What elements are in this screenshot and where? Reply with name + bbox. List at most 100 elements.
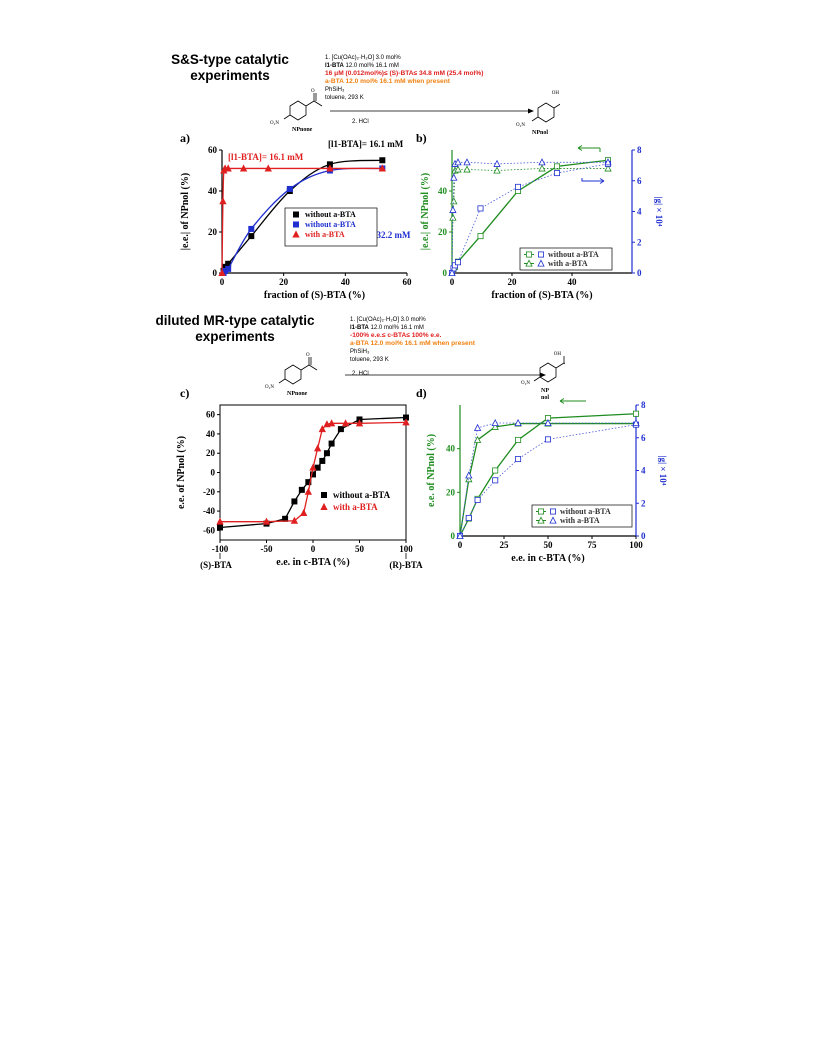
legend-label: with a-BTA xyxy=(333,502,378,512)
legend-marker xyxy=(538,251,545,258)
condition-line: PhSiH₃ xyxy=(325,87,345,93)
y2-tick-label: 6 xyxy=(637,176,642,186)
arrow-left-axis xyxy=(577,145,601,152)
x-tick-label: 40 xyxy=(341,277,351,287)
data-point xyxy=(224,164,232,172)
section-title-line: experiments xyxy=(190,68,270,83)
data-point xyxy=(477,205,484,212)
legend-marker xyxy=(320,492,327,499)
legend-marker xyxy=(292,230,300,238)
x-axis-label: e.e. in c-BTA (%) xyxy=(511,553,584,564)
x-tick-label: -100 xyxy=(212,544,229,554)
panel-label: c) xyxy=(180,386,189,400)
x-tick-label: 25 xyxy=(500,540,510,550)
data-point xyxy=(477,233,484,240)
annotation-red: [l1-BTA]= 16.1 mM xyxy=(228,152,304,162)
condition-line: a-BTA 12.0 mol% 16.1 mM when present xyxy=(325,78,450,85)
condition-line: 16 μM (0.012mol%)≤ (S)-BTA≤ 34.8 mM (25.… xyxy=(325,70,484,77)
conditions-mr: 1. [Cu(OAc)₂·H₂O] 3.0 mol% l1-BTA 12.0 m… xyxy=(350,316,475,364)
x-tick-label: 0 xyxy=(311,544,316,554)
data-point xyxy=(632,418,640,427)
y-tick-label: 0 xyxy=(443,268,448,278)
y-tick-label: 0 xyxy=(451,531,456,541)
y-tick-label: 20 xyxy=(208,227,218,237)
x-axis-label: fraction of (S)-BTA (%) xyxy=(264,290,365,301)
data-point xyxy=(493,166,501,174)
y-axis-label: e.e. of NPnol (%) xyxy=(176,436,187,509)
data-point xyxy=(328,440,335,447)
legend-marker xyxy=(293,211,300,218)
chart-b: b) 0 20 40 0 20 40 0 2 4 6 8 |g| × 10⁴ fraction of (S… xyxy=(416,131,664,301)
x-tick-label: 0 xyxy=(458,540,463,550)
atom-label: O₂N xyxy=(270,121,279,126)
x-tick-label: 60 xyxy=(403,277,413,287)
data-point xyxy=(326,164,334,172)
data-point xyxy=(355,419,364,427)
condition-line: PhSiH₃ xyxy=(350,349,370,355)
condition-line: toluene, 293 K xyxy=(325,95,364,101)
molecule-label-npnone: NPnone xyxy=(287,391,308,397)
y2-tick-label: 2 xyxy=(637,237,642,247)
y2-tick-label: 6 xyxy=(641,433,646,443)
y-tick-label: 60 xyxy=(206,410,216,420)
y2-tick-label: 0 xyxy=(641,531,646,541)
data-point xyxy=(492,477,499,484)
data-point xyxy=(290,516,299,524)
y2-tick-label: 4 xyxy=(637,207,642,217)
y-tick-label: -60 xyxy=(203,525,215,535)
data-point xyxy=(337,426,344,433)
y-tick-label: 0 xyxy=(211,468,216,478)
data-point xyxy=(323,450,330,457)
data-point xyxy=(219,197,227,205)
legend-box xyxy=(531,504,633,528)
data-point xyxy=(454,158,462,166)
data-point xyxy=(456,531,464,540)
annotation-black: [l1-BTA]= 16.1 mM xyxy=(328,139,404,149)
data-point xyxy=(449,205,457,213)
x-tick-label: 50 xyxy=(544,540,554,550)
x-axis-label: fraction of (S)-BTA (%) xyxy=(491,290,592,301)
y-axis-label: |e.e.| of NPnol (%) xyxy=(180,173,191,250)
data-point xyxy=(632,410,639,417)
data-point xyxy=(309,463,317,471)
y-tick-label: -20 xyxy=(203,487,215,497)
condition-hcl: 2. HCl xyxy=(352,119,369,125)
data-point xyxy=(465,514,472,521)
condition-line: 1. [Cu(OAc)₂·H₂O] 3.0 mol% xyxy=(325,55,401,61)
condition-line: toluene, 293 K xyxy=(350,357,389,363)
y-tick-label: 0 xyxy=(213,268,218,278)
x-tick-label: 100 xyxy=(629,540,643,550)
section-title-line: S&S-type catalytic xyxy=(171,52,289,67)
data-point xyxy=(327,419,336,427)
data-point xyxy=(450,173,458,181)
atom-label: O xyxy=(306,353,310,358)
data-point xyxy=(463,165,471,173)
condition-line: 12.0 mol% 16.1 mM xyxy=(343,63,399,69)
chart-a: a) 0 20 40 60 0 20 40 60 fraction of (S)-BTA (%) |… xyxy=(180,131,413,301)
atom-label: OH xyxy=(554,352,562,357)
legend-label: with a-BTA xyxy=(560,516,600,525)
x-tick-label: 20 xyxy=(508,277,518,287)
y2-tick-label: 8 xyxy=(637,145,642,155)
data-point xyxy=(225,265,232,272)
data-point xyxy=(544,418,552,427)
section-title-ss: S&S-type catalytic experiments xyxy=(155,52,305,84)
panel-label: a) xyxy=(180,131,190,145)
x-tick-label: 75 xyxy=(588,540,598,550)
data-point xyxy=(304,487,313,495)
data-point xyxy=(492,467,499,474)
legend-label: without a-BTA xyxy=(333,490,391,500)
data-point xyxy=(262,517,271,525)
data-point xyxy=(538,164,546,172)
data-point xyxy=(378,164,386,172)
y-tick-label: 20 xyxy=(206,448,216,458)
condition-line: 12.0 mol% 16.1 mM xyxy=(368,325,424,331)
data-point xyxy=(515,183,522,190)
molecule-label-npnol: NPnol xyxy=(532,130,548,136)
data-point xyxy=(218,268,226,277)
data-point xyxy=(604,164,612,172)
y2-tick-label: 8 xyxy=(641,400,646,410)
data-point xyxy=(264,164,272,172)
series-line xyxy=(451,163,609,274)
